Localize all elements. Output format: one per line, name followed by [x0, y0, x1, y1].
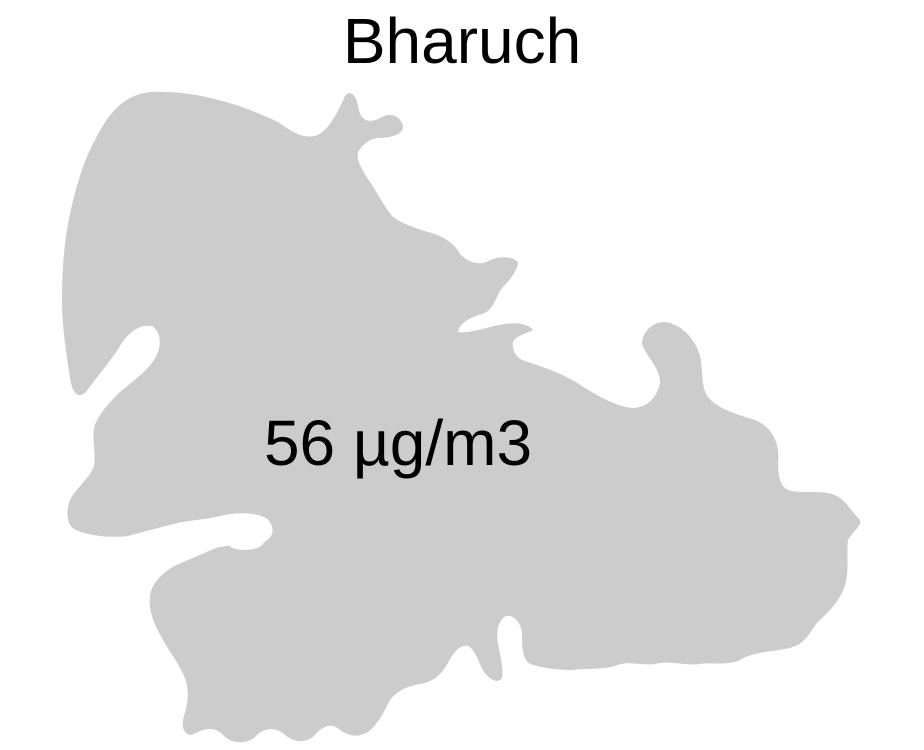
- pm-value-label: 56 µg/m3: [263, 407, 533, 479]
- map-title: Bharuch: [342, 5, 582, 77]
- estuary-island: [227, 533, 264, 550]
- district-region-bharuch: [62, 91, 861, 743]
